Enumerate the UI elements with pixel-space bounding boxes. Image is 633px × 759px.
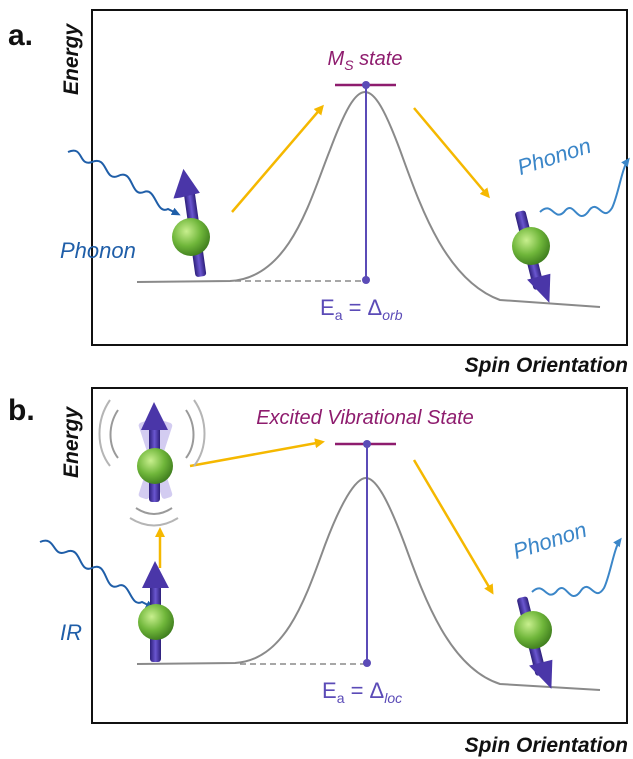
spin-arrow-head — [141, 402, 168, 430]
panel-b-spin-axis-label: Spin Orientation — [465, 734, 628, 757]
spin-arrow-head — [142, 561, 169, 588]
vibration-arc-icon — [109, 409, 119, 459]
panel-b-spin-up-atom — [138, 561, 174, 662]
panel-b-ir-label: IR — [60, 620, 82, 645]
panel-b-relaxation-arrow — [412, 459, 494, 595]
panel-b-energy-curve — [136, 476, 601, 691]
panel-b-phonon-out-label: Phonon — [510, 517, 590, 564]
panel-b-vibrating-spin-atom — [98, 399, 206, 527]
panel-b-barrier-top-dot — [363, 440, 371, 448]
spin-arrow-head — [529, 659, 553, 689]
atom-sphere — [172, 218, 210, 256]
vibration-arc-icon — [135, 507, 173, 515]
panel-a: a. Energy Spin Orientation MS state Ea =… — [8, 9, 630, 377]
panel-b-barrier-bottom-dot — [363, 659, 371, 667]
panel-a-energy-label: Ea = Δorb — [320, 295, 403, 323]
vibration-arc-icon — [98, 399, 111, 467]
atom-sphere — [138, 604, 174, 640]
panel-b-frame — [91, 387, 628, 724]
panel-b-outgoing-phonon-wave — [531, 537, 622, 597]
panel-b-letter: b. — [8, 394, 35, 427]
panel-a-incoming-phonon-wave — [67, 149, 181, 216]
panel-a-phonon-out-label: Phonon — [514, 133, 594, 180]
panel-a-frame — [91, 9, 628, 346]
vibration-arc-icon — [129, 517, 179, 527]
vibration-arc-icon — [193, 399, 206, 467]
panel-a-letter: a. — [8, 19, 33, 52]
panel-a-state-label: MS state — [328, 48, 403, 73]
panel-b-energy-axis-label: Energy — [60, 405, 83, 478]
spin-arrow-head — [173, 168, 200, 199]
spin-arrow-head — [527, 273, 551, 303]
panel-a-barrier-top-dot — [362, 81, 370, 89]
panel-b-incoming-ir-wave — [39, 539, 155, 609]
atom-sphere — [137, 448, 173, 484]
panel-a-relaxation-arrow — [413, 107, 490, 199]
atom-sphere — [512, 227, 550, 265]
panel-a-excitation-arrow — [231, 104, 324, 213]
panel-a-outgoing-phonon-wave — [539, 157, 630, 217]
panel-a-spin-axis-label: Spin Orientation — [465, 354, 628, 377]
vibration-arc-icon — [185, 409, 195, 459]
panel-b-state-label: Excited Vibrational State — [256, 407, 474, 429]
panel-b: b. Energy Spin Orientation Excited Vibra… — [8, 387, 628, 757]
panel-a-phonon-in-label: Phonon — [60, 238, 136, 263]
panel-a-barrier-bottom-dot — [362, 276, 370, 284]
panel-b-energy-label: Ea = Δloc — [322, 678, 402, 706]
panel-a-energy-axis-label: Energy — [60, 22, 83, 95]
atom-sphere — [514, 611, 552, 649]
panel-b-spin-down-atom — [514, 596, 553, 689]
panel-a-spin-down-atom — [512, 210, 551, 303]
panel-a-spin-up-atom — [172, 168, 210, 277]
panel-b-excitation-arrow — [189, 438, 325, 468]
